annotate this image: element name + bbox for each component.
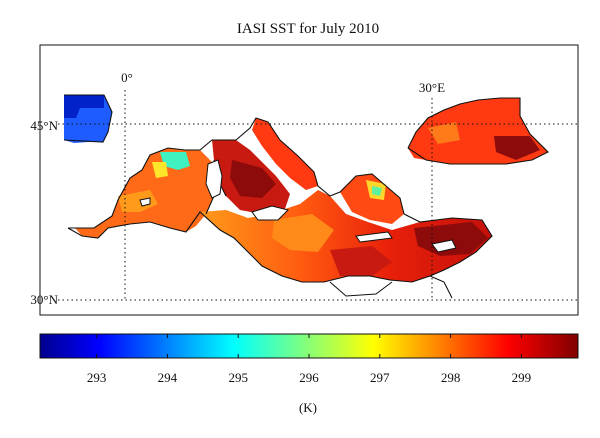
gulf-of-lion-patch xyxy=(160,152,190,170)
lon-label-30e: 30°E xyxy=(419,80,445,95)
libyan-sea-hot-patch xyxy=(330,246,392,276)
balearic-warm-patch xyxy=(118,190,158,212)
biscay-sst-detail xyxy=(64,95,104,118)
colorbar-tick-label: 299 xyxy=(512,370,532,385)
gulf-of-sidra-coast xyxy=(329,281,393,297)
aegean-cyan-patch xyxy=(372,186,382,196)
gulf-of-lion-patch-2 xyxy=(152,162,168,178)
colorbar-tick-label: 293 xyxy=(87,370,107,385)
crete-island xyxy=(355,231,393,243)
colorbar-tick-label: 297 xyxy=(370,370,390,385)
ionian-orange-patch xyxy=(272,214,334,252)
map-title: IASI SST for July 2010 xyxy=(237,21,379,37)
colorbar-unit-label: (K) xyxy=(299,400,317,415)
black-sea-west-patch xyxy=(428,122,460,144)
balearic-island xyxy=(139,197,151,207)
sicily-island xyxy=(251,205,289,221)
cyprus-island xyxy=(431,239,457,253)
lat-label-45n: 45°N xyxy=(30,118,58,133)
graticule xyxy=(58,90,578,301)
tyrrhenian-hot-core xyxy=(230,160,276,198)
corsica-sardinia-island xyxy=(205,159,223,199)
adriatic-sst-field xyxy=(252,118,318,190)
map-area xyxy=(58,90,578,301)
lon-label-0: 0° xyxy=(121,70,133,85)
aegean-sst-field xyxy=(340,174,404,224)
colorbar-tick-label: 295 xyxy=(228,370,248,385)
colorbar-ticks: 293 294 295 296 297 298 299 xyxy=(87,334,531,385)
colorbar-tick-label: 298 xyxy=(441,370,461,385)
colorbar-tick-label: 296 xyxy=(299,370,319,385)
black-sea-east-core xyxy=(494,136,540,160)
colorbar-tick-label: 294 xyxy=(158,370,178,385)
lat-label-30n: 30°N xyxy=(30,292,58,307)
